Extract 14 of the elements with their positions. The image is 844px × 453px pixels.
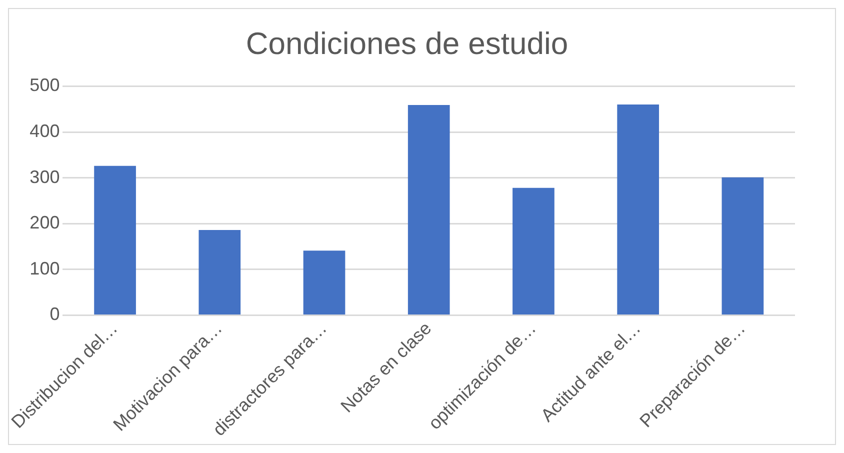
bar (617, 104, 660, 314)
y-tick-label: 200 (30, 212, 60, 233)
y-tick-label: 400 (30, 120, 60, 141)
bar (198, 230, 241, 314)
y-tick-label: 100 (30, 258, 60, 278)
y-tick-label: 300 (30, 166, 60, 187)
bar (94, 166, 136, 314)
bar (512, 188, 554, 314)
bar (303, 250, 346, 314)
chart-title: Condiciones de estudio (246, 26, 568, 62)
y-tick-label: 0 (50, 304, 60, 324)
y-tick-label: 500 (30, 75, 60, 96)
bar (722, 177, 764, 314)
bar (408, 104, 450, 314)
